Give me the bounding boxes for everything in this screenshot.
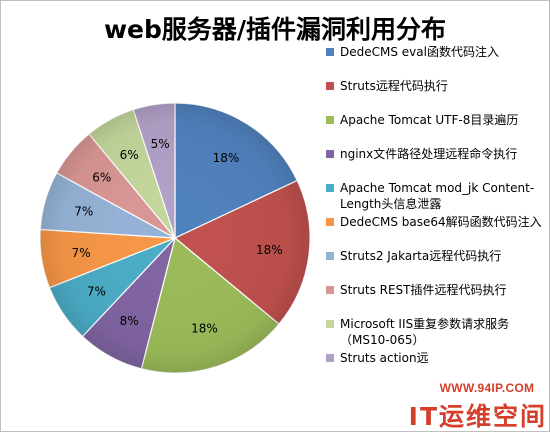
legend-label: Microsoft IIS重复参数请求服务（MS10-065） — [340, 317, 510, 347]
watermark-name: IT运维空间 — [408, 402, 547, 431]
legend-item-9: Microsoft IIS重复参数请求服务（MS10-065） — [326, 316, 548, 356]
legend-label: Struts远程代码执行 — [340, 79, 448, 93]
watermark-band — [319, 377, 549, 431]
slice-percent-label-4: 8% — [120, 314, 139, 328]
slice-percent-label-7: 7% — [74, 205, 93, 219]
chart-title: web服务器/插件漏洞利用分布 — [103, 15, 447, 44]
legend-label: Struts2 Jakarta远程代码执行 — [340, 249, 502, 263]
legend-item-1: DedeCMS eval函数代码注入 — [326, 44, 548, 84]
legend-item-7: Struts2 Jakarta远程代码执行 — [326, 248, 548, 288]
legend-item-10: Struts action远 — [326, 350, 548, 390]
legend-item-4: nginx文件路径处理远程命令执行 — [326, 146, 548, 186]
site-watermark: WWW.94IP.COM IT运维空间 — [319, 355, 549, 431]
legend-swatch — [326, 82, 334, 90]
slice-percent-label-10: 5% — [151, 137, 170, 151]
legend-label: Apache Tomcat UTF-8目录遍历 — [340, 113, 519, 127]
legend-label: Struts action远 — [340, 351, 429, 365]
slice-percent-label-5: 7% — [87, 284, 106, 298]
legend-swatch — [326, 286, 334, 294]
legend-swatch — [326, 354, 334, 362]
legend-swatch — [326, 48, 334, 56]
legend-label: Apache Tomcat mod_jk Content-Length头信息泄露 — [340, 181, 535, 211]
legend-item-5: Apache Tomcat mod_jk Content-Length头信息泄露 — [326, 180, 548, 220]
legend-item-2: Struts远程代码执行 — [326, 78, 548, 118]
watermark-url: WWW.94IP.COM — [439, 381, 535, 395]
legend-item-3: Apache Tomcat UTF-8目录遍历 — [326, 112, 548, 152]
legend-label: nginx文件路径处理远程命令执行 — [340, 147, 518, 161]
legend-swatch — [326, 252, 334, 260]
slice-percent-label-6: 7% — [72, 246, 91, 260]
legend-item-6: DedeCMS base64解码函数代码注入 — [326, 214, 548, 254]
legend-swatch — [326, 218, 334, 226]
legend-swatch — [326, 116, 334, 124]
legend-swatch — [326, 150, 334, 158]
legend-label: DedeCMS base64解码函数代码注入 — [340, 215, 542, 229]
legend-label: DedeCMS eval函数代码注入 — [340, 45, 499, 59]
slice-percent-label-1: 18% — [213, 151, 240, 165]
legend-item-8: Struts REST插件远程代码执行 — [326, 282, 548, 322]
legend-swatch — [326, 184, 334, 192]
slice-percent-label-2: 18% — [256, 243, 283, 257]
legend-swatch — [326, 320, 334, 328]
slice-percent-label-3: 18% — [191, 321, 218, 335]
slice-percent-label-9: 6% — [120, 148, 139, 162]
legend-label: Struts REST插件远程代码执行 — [340, 283, 507, 297]
slice-percent-label-8: 6% — [92, 170, 111, 184]
